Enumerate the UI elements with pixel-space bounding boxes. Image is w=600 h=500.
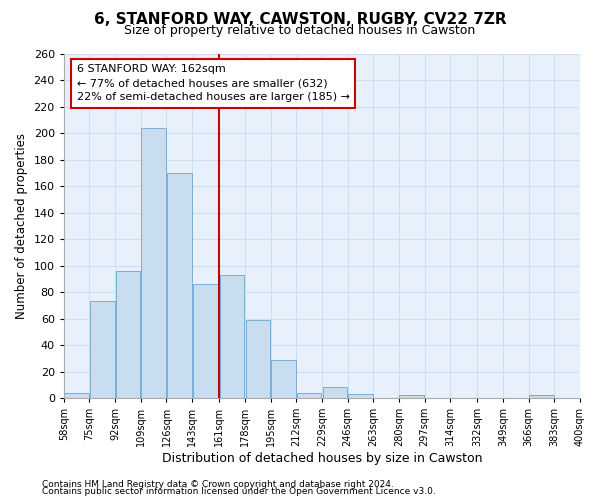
Bar	[400, 396, 424, 398]
Bar	[167, 173, 191, 398]
Bar	[220, 275, 244, 398]
X-axis label: Distribution of detached houses by size in Cawston: Distribution of detached houses by size …	[161, 452, 482, 465]
Text: Contains public sector information licensed under the Open Government Licence v3: Contains public sector information licen…	[42, 487, 436, 496]
Text: Size of property relative to detached houses in Cawston: Size of property relative to detached ho…	[124, 24, 476, 37]
Bar	[297, 392, 322, 398]
Bar	[529, 396, 554, 398]
Bar	[90, 302, 115, 398]
Text: 6 STANFORD WAY: 162sqm
← 77% of detached houses are smaller (632)
22% of semi-de: 6 STANFORD WAY: 162sqm ← 77% of detached…	[77, 64, 350, 102]
Bar	[348, 394, 373, 398]
Bar	[64, 392, 89, 398]
Bar	[245, 320, 270, 398]
Text: Contains HM Land Registry data © Crown copyright and database right 2024.: Contains HM Land Registry data © Crown c…	[42, 480, 394, 489]
Text: 6, STANFORD WAY, CAWSTON, RUGBY, CV22 7ZR: 6, STANFORD WAY, CAWSTON, RUGBY, CV22 7Z…	[94, 12, 506, 28]
Bar	[271, 360, 296, 398]
Bar	[323, 388, 347, 398]
Y-axis label: Number of detached properties: Number of detached properties	[15, 133, 28, 319]
Bar	[142, 128, 166, 398]
Bar	[193, 284, 218, 398]
Bar	[116, 271, 140, 398]
